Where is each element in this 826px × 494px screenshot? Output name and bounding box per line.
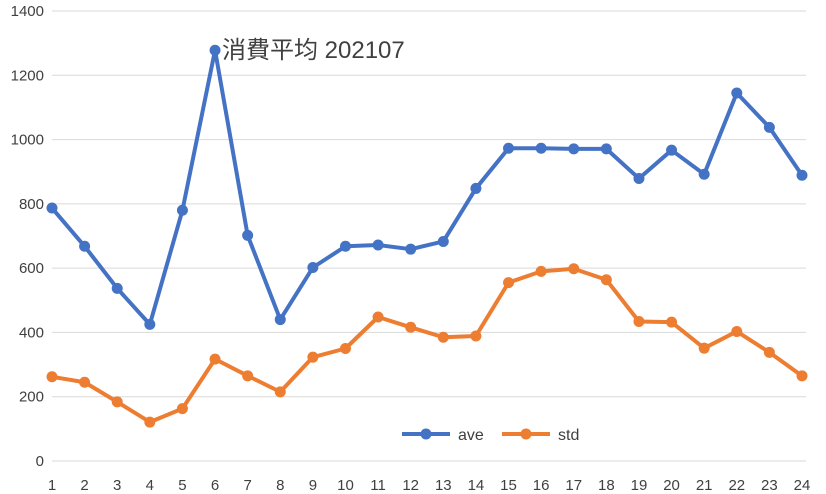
x-tick-label: 6 <box>211 477 219 494</box>
x-tick-label: 4 <box>146 477 154 494</box>
data-point-std <box>274 386 286 398</box>
data-point-ave <box>242 229 254 241</box>
x-tick-label: 8 <box>276 477 284 494</box>
data-point-ave <box>600 143 612 155</box>
data-point-ave <box>144 318 156 330</box>
x-tick-label: 12 <box>402 477 419 494</box>
y-axis-ticks: 0 200 400 600 800 1000 1200 1400 <box>11 3 44 470</box>
data-point-std <box>242 370 254 382</box>
y-tick-label: 600 <box>19 260 44 277</box>
data-point-ave <box>79 240 91 252</box>
data-point-std <box>144 416 156 428</box>
data-point-ave <box>633 172 645 184</box>
data-point-std <box>111 396 123 408</box>
x-tick-label: 18 <box>598 477 615 494</box>
x-axis-ticks: 1 2 3 4 5 6 7 8 9 10 11 12 13 14 15 16 17 18 19 20 21 22 23 24 <box>48 477 811 494</box>
data-point-ave <box>405 243 417 255</box>
data-point-std <box>209 353 221 365</box>
data-point-std <box>46 371 58 383</box>
x-tick-label: 19 <box>631 477 648 494</box>
data-point-ave <box>568 143 580 155</box>
data-point-std <box>176 403 188 415</box>
y-tick-label: 1400 <box>11 3 44 20</box>
x-tick-label: 15 <box>500 477 517 494</box>
y-tick-label: 1200 <box>11 67 44 84</box>
data-point-ave <box>763 121 775 133</box>
data-point-ave <box>46 202 58 214</box>
data-point-ave <box>731 87 743 99</box>
data-point-std <box>633 316 645 327</box>
data-point-ave <box>437 235 449 247</box>
y-tick-label: 0 <box>36 453 44 470</box>
data-point-std <box>796 370 808 382</box>
series-line-std <box>50 266 804 425</box>
y-tick-label: 400 <box>19 324 44 341</box>
data-point-std <box>503 277 515 289</box>
data-point-ave <box>339 240 351 252</box>
data-point-std <box>405 321 417 333</box>
x-tick-label: 13 <box>435 477 452 494</box>
data-point-ave <box>372 239 384 251</box>
x-tick-label: 5 <box>178 477 186 494</box>
legend-item-ave: ave <box>402 427 484 444</box>
data-point-ave <box>470 182 482 194</box>
x-tick-label: 3 <box>113 477 121 494</box>
x-tick-label: 16 <box>533 477 550 494</box>
legend-label: ave <box>458 427 484 444</box>
data-point-ave <box>307 262 319 273</box>
data-point-ave <box>274 314 286 326</box>
legend: ave std <box>402 427 579 444</box>
data-point-std <box>568 263 580 275</box>
x-tick-label: 14 <box>468 477 485 494</box>
series-line-ave <box>50 48 804 327</box>
data-point-ave <box>503 142 515 154</box>
chart-title: 消費平均 202107 <box>222 37 405 64</box>
x-tick-label: 11 <box>370 477 386 494</box>
data-point-ave <box>111 282 123 294</box>
y-tick-label: 200 <box>19 389 44 406</box>
legend-swatch-marker <box>520 428 532 440</box>
x-tick-label: 2 <box>80 477 88 494</box>
x-tick-label: 7 <box>243 477 251 494</box>
data-point-std <box>600 274 612 286</box>
legend-item-std: std <box>502 427 579 444</box>
data-point-ave <box>796 169 808 181</box>
data-point-ave <box>666 144 678 156</box>
data-point-std <box>698 342 710 354</box>
x-tick-label: 9 <box>309 477 317 494</box>
x-tick-label: 20 <box>663 477 680 494</box>
x-tick-label: 23 <box>761 477 778 494</box>
series-std <box>46 263 808 428</box>
data-point-std <box>763 346 775 358</box>
x-tick-label: 21 <box>696 477 713 494</box>
data-point-std <box>666 316 678 328</box>
data-point-ave <box>176 204 188 216</box>
data-point-ave <box>698 168 710 180</box>
series-layer <box>46 44 808 428</box>
x-tick-label: 1 <box>48 477 56 494</box>
data-point-std <box>731 325 743 337</box>
data-point-std <box>339 343 351 354</box>
x-tick-label: 22 <box>728 477 745 494</box>
data-point-std <box>535 265 547 277</box>
data-point-ave <box>209 44 221 56</box>
series-ave <box>46 44 808 330</box>
data-point-std <box>372 311 384 323</box>
data-point-std <box>470 330 482 342</box>
x-tick-label: 10 <box>337 477 354 494</box>
y-tick-label: 1000 <box>11 132 44 149</box>
y-tick-label: 800 <box>19 196 44 213</box>
x-tick-label: 17 <box>565 477 582 494</box>
data-point-std <box>437 331 449 343</box>
gridlines <box>52 10 806 462</box>
data-point-std <box>79 376 91 388</box>
legend-swatch-marker <box>420 428 432 440</box>
legend-label: std <box>558 427 579 444</box>
x-tick-label: 24 <box>794 477 811 494</box>
data-point-std <box>307 351 319 363</box>
data-point-ave <box>535 142 547 154</box>
